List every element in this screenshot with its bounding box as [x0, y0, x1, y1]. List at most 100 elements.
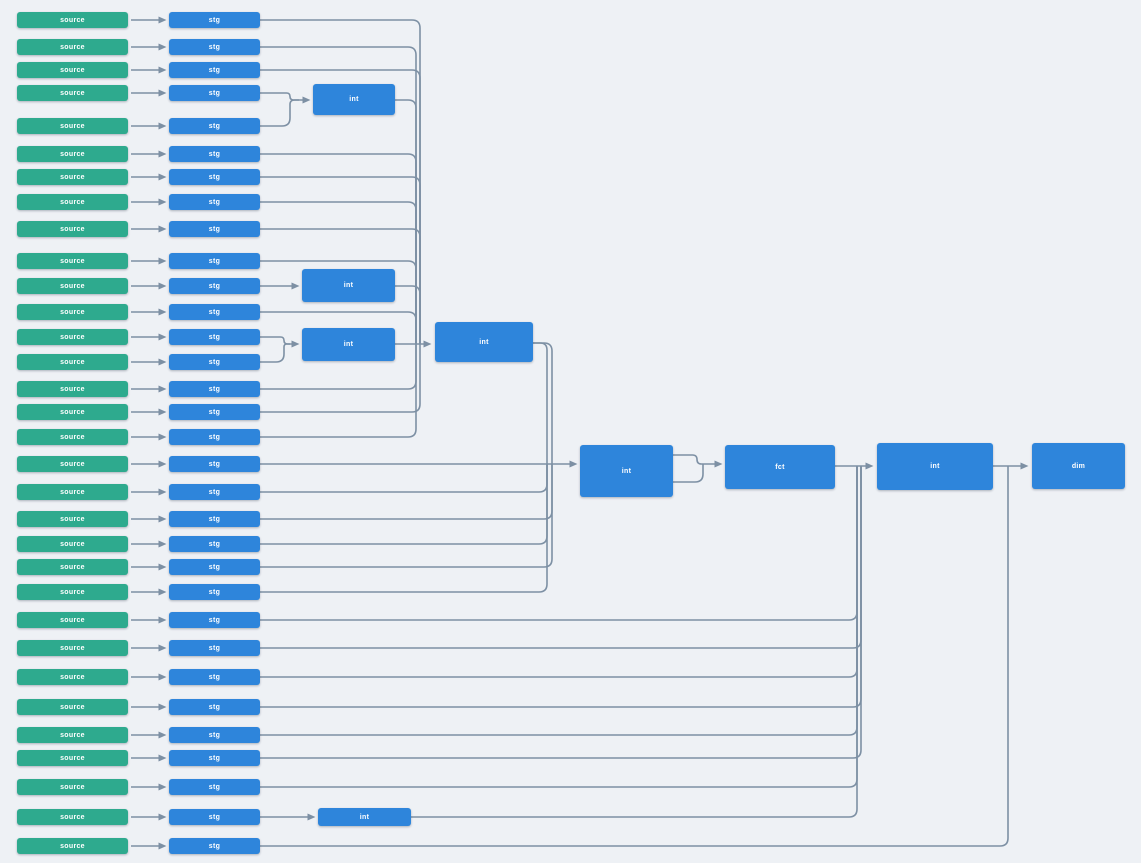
- source-node[interactable]: source: [17, 727, 128, 743]
- source-node[interactable]: source: [17, 669, 128, 685]
- node-label: stg: [208, 813, 221, 821]
- source-node[interactable]: source: [17, 85, 128, 101]
- source-node[interactable]: source: [17, 559, 128, 575]
- node-label: source: [60, 488, 85, 496]
- stg-node[interactable]: stg: [169, 278, 260, 294]
- node-label: source: [60, 358, 85, 366]
- source-node[interactable]: source: [17, 750, 128, 766]
- stg-node[interactable]: stg: [169, 429, 260, 445]
- stg-node[interactable]: stg: [169, 669, 260, 685]
- stg-node[interactable]: stg: [169, 750, 260, 766]
- int-g-node[interactable]: int: [877, 443, 993, 490]
- stg-node[interactable]: stg: [169, 809, 260, 825]
- stg-node[interactable]: stg: [169, 304, 260, 320]
- source-node[interactable]: source: [17, 511, 128, 527]
- source-node[interactable]: source: [17, 381, 128, 397]
- edge: [395, 285, 421, 344]
- stg-node[interactable]: stg: [169, 404, 260, 420]
- stg-node[interactable]: stg: [169, 640, 260, 656]
- source-node[interactable]: source: [17, 536, 128, 552]
- int-b-node[interactable]: int: [302, 269, 395, 302]
- source-node[interactable]: source: [17, 809, 128, 825]
- source-node[interactable]: source: [17, 838, 128, 854]
- node-label: int: [349, 96, 359, 103]
- node-label: int: [930, 463, 940, 470]
- node-label: stg: [208, 588, 221, 596]
- int-a-node[interactable]: int: [313, 84, 395, 115]
- stg-node[interactable]: stg: [169, 456, 260, 472]
- int-d-node[interactable]: int: [435, 322, 533, 362]
- source-node[interactable]: source: [17, 612, 128, 628]
- source-node[interactable]: source: [17, 584, 128, 600]
- source-node[interactable]: source: [17, 354, 128, 370]
- source-node[interactable]: source: [17, 221, 128, 237]
- stg-node[interactable]: stg: [169, 194, 260, 210]
- stg-node[interactable]: stg: [169, 536, 260, 552]
- source-node[interactable]: source: [17, 39, 128, 55]
- source-node[interactable]: source: [17, 253, 128, 269]
- source-node[interactable]: source: [17, 118, 128, 134]
- source-node[interactable]: source: [17, 194, 128, 210]
- source-node[interactable]: source: [17, 699, 128, 715]
- int-c-node[interactable]: int: [302, 328, 395, 361]
- node-label: stg: [208, 225, 221, 233]
- stg-node[interactable]: stg: [169, 12, 260, 28]
- source-node[interactable]: source: [17, 779, 128, 795]
- stg-node[interactable]: stg: [169, 62, 260, 78]
- stg-node[interactable]: stg: [169, 559, 260, 575]
- source-node[interactable]: source: [17, 484, 128, 500]
- node-label: stg: [208, 644, 221, 652]
- source-node[interactable]: source: [17, 12, 128, 28]
- source-node[interactable]: source: [17, 169, 128, 185]
- node-label: int: [621, 467, 632, 475]
- source-node[interactable]: source: [17, 404, 128, 420]
- stg-node[interactable]: stg: [169, 169, 260, 185]
- node-label: source: [60, 813, 85, 821]
- stg-node[interactable]: stg: [169, 381, 260, 397]
- source-node[interactable]: source: [17, 640, 128, 656]
- node-label: stg: [208, 673, 221, 681]
- stg-node[interactable]: stg: [169, 146, 260, 162]
- node-label: int: [343, 282, 354, 289]
- source-node[interactable]: source: [17, 62, 128, 78]
- stg-node[interactable]: stg: [169, 779, 260, 795]
- stg-node[interactable]: stg: [169, 612, 260, 628]
- node-label: stg: [208, 616, 221, 624]
- source-node[interactable]: source: [17, 278, 128, 294]
- source-node[interactable]: source: [17, 429, 128, 445]
- stg-node[interactable]: stg: [169, 329, 260, 345]
- dim-h-node[interactable]: dim: [1032, 443, 1125, 489]
- stg-node[interactable]: stg: [169, 699, 260, 715]
- edge: [260, 69, 421, 344]
- source-node[interactable]: source: [17, 456, 128, 472]
- node-label: source: [60, 540, 85, 548]
- stg-node[interactable]: stg: [169, 354, 260, 370]
- edge: [395, 99, 417, 344]
- stg-node[interactable]: stg: [169, 511, 260, 527]
- edge: [260, 46, 417, 344]
- source-node[interactable]: source: [17, 329, 128, 345]
- source-node[interactable]: source: [17, 146, 128, 162]
- node-label: dim: [1071, 462, 1086, 470]
- node-label: source: [60, 616, 85, 624]
- int-e-node[interactable]: int: [580, 445, 673, 497]
- stg-node[interactable]: stg: [169, 584, 260, 600]
- stg-node[interactable]: stg: [169, 838, 260, 854]
- edge-arrow: [673, 454, 723, 468]
- node-label: int: [343, 341, 354, 348]
- stg-node[interactable]: stg: [169, 221, 260, 237]
- edge: [260, 344, 417, 438]
- node-label: stg: [208, 43, 221, 51]
- stg-node[interactable]: stg: [169, 484, 260, 500]
- source-node[interactable]: source: [17, 304, 128, 320]
- fct-f-node[interactable]: fct: [725, 445, 835, 489]
- stg-node[interactable]: stg: [169, 85, 260, 101]
- stg-node[interactable]: stg: [169, 727, 260, 743]
- stg-node[interactable]: stg: [169, 253, 260, 269]
- int-i-node[interactable]: int: [318, 808, 411, 826]
- stg-node[interactable]: stg: [169, 39, 260, 55]
- edge: [260, 19, 421, 344]
- stg-node[interactable]: stg: [169, 118, 260, 134]
